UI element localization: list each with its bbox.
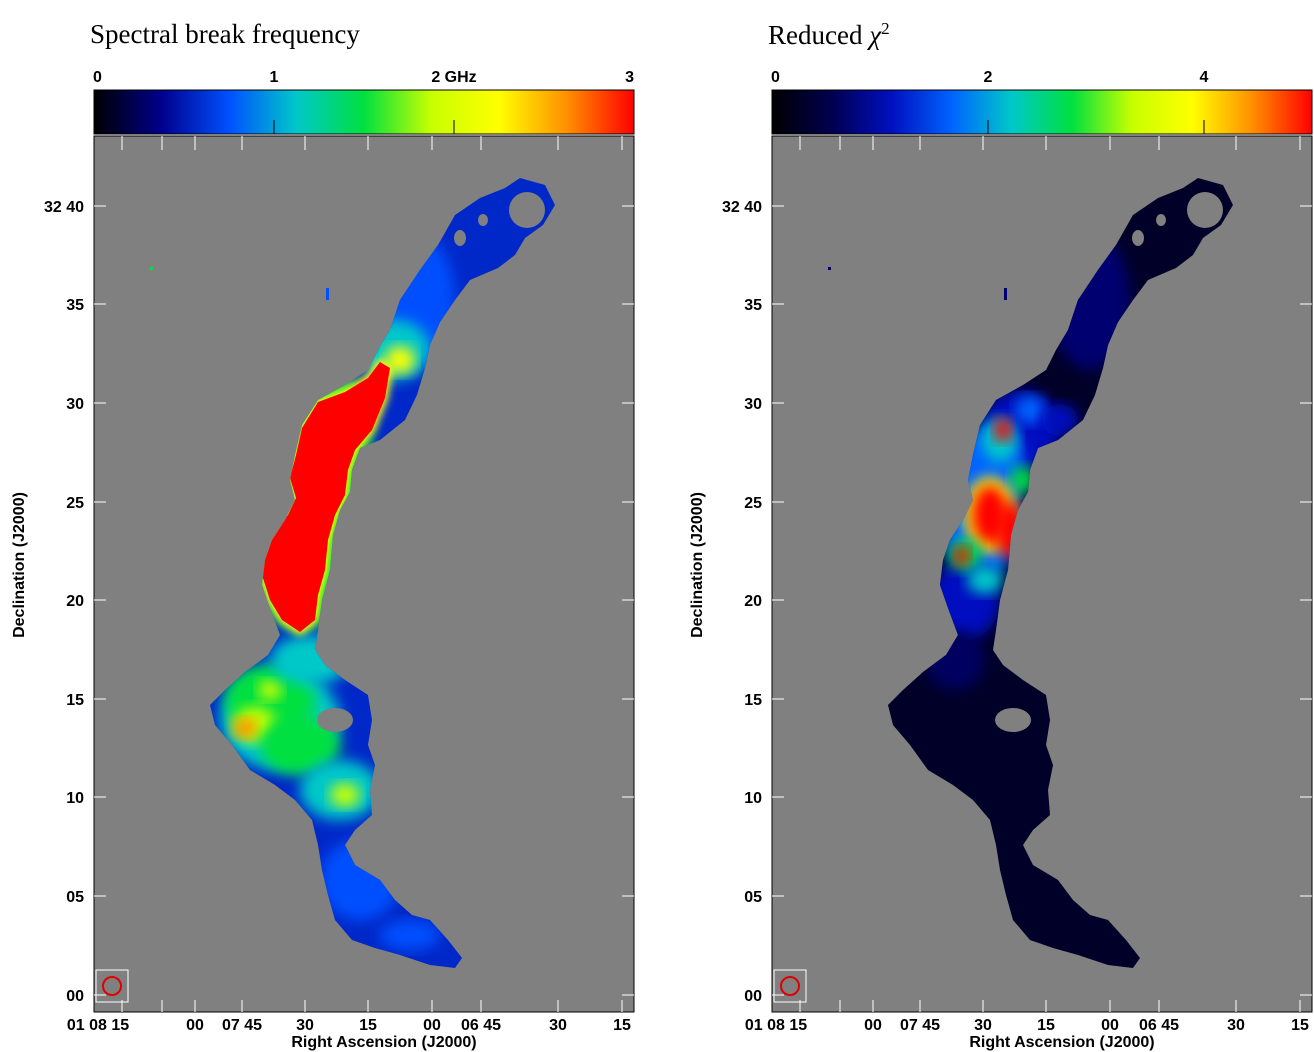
colorbar-tick-label: 1 xyxy=(270,69,279,86)
beam-ellipse xyxy=(102,976,122,996)
y-tick-label: 25 xyxy=(744,495,762,512)
beam-box xyxy=(773,969,807,1003)
x-tick-label: 01 08 15 xyxy=(745,1017,807,1034)
y-tick-label: 32 40 xyxy=(44,199,84,216)
chi-symbol: χ2 xyxy=(869,19,890,50)
y-tick-label: 05 xyxy=(744,889,762,906)
map-panel-right xyxy=(771,135,1313,1013)
colorbar-left: 0 1 2 GHz 3 xyxy=(93,69,635,135)
beam-box xyxy=(95,969,129,1003)
colorbar-tick-label: 0 xyxy=(93,69,102,86)
y-tick-label: 05 xyxy=(66,889,84,906)
x-tick-label: 00 xyxy=(423,1017,441,1034)
masked-hole xyxy=(454,230,466,246)
masked-hole xyxy=(1187,192,1223,228)
y-tick-label: 35 xyxy=(66,297,84,314)
masked-hole xyxy=(370,831,394,859)
xlabel-right: Right Ascension (J2000) xyxy=(969,1034,1154,1051)
y-tick-label: 30 xyxy=(66,396,84,413)
x-tick-label: 07 45 xyxy=(222,1017,262,1034)
masked-hole xyxy=(509,192,545,228)
masked-hole xyxy=(1132,230,1144,246)
y-tick-label: 20 xyxy=(744,593,762,610)
x-tick-label: 30 xyxy=(974,1017,992,1034)
colorbar-tick-label: 0 xyxy=(771,69,780,86)
y-tick-label: 35 xyxy=(744,297,762,314)
y-tick-label: 20 xyxy=(66,593,84,610)
y-tick-label: 10 xyxy=(66,790,84,807)
beam-ellipse xyxy=(780,976,800,996)
x-tick-label: 01 08 15 xyxy=(67,1017,129,1034)
masked-hole xyxy=(995,708,1031,732)
panel-title-right-text: Reduced xyxy=(768,20,863,50)
panel-title-right: Reduced χ2 xyxy=(768,19,890,51)
y-tick-label: 00 xyxy=(66,988,84,1005)
x-tick-label: 30 xyxy=(549,1017,567,1034)
ylabel-left: Declination (J2000) xyxy=(11,492,28,638)
x-tick-label: 15 xyxy=(1037,1017,1055,1034)
x-tick-label: 15 xyxy=(613,1017,631,1034)
high-break-region xyxy=(262,362,390,632)
colorbar-tick-label: 2 xyxy=(984,69,993,86)
y-tick-label: 00 xyxy=(744,988,762,1005)
colorbar-tick-label: 4 xyxy=(1200,69,1209,86)
x-tick-label: 00 xyxy=(1101,1017,1119,1034)
x-tick-label: 00 xyxy=(186,1017,204,1034)
y-tick-label: 10 xyxy=(744,790,762,807)
panel-title-left: Spectral break frequency xyxy=(90,19,360,49)
ylabel-right: Declination (J2000) xyxy=(689,492,706,638)
colorbar-tick-label: 3 xyxy=(625,69,634,86)
y-tick-label: 32 40 xyxy=(722,199,762,216)
masked-hole xyxy=(1048,831,1072,859)
map-panel-left xyxy=(93,135,635,1013)
x-tick-label: 30 xyxy=(1227,1017,1245,1034)
source-emission-right xyxy=(888,178,1233,968)
x-tick-label: 15 xyxy=(359,1017,377,1034)
x-tick-label: 07 45 xyxy=(900,1017,940,1034)
x-tick-label: 15 xyxy=(1291,1017,1309,1034)
x-tick-label: 00 xyxy=(864,1017,882,1034)
y-tick-label: 15 xyxy=(744,692,762,709)
x-tick-label: 30 xyxy=(296,1017,314,1034)
masked-hole xyxy=(1156,214,1166,226)
xlabel-left: Right Ascension (J2000) xyxy=(291,1034,476,1051)
y-tick-label: 25 xyxy=(66,495,84,512)
masked-hole xyxy=(317,708,353,732)
x-tick-label: 06 45 xyxy=(461,1017,501,1034)
x-tick-label: 06 45 xyxy=(1139,1017,1179,1034)
y-tick-label: 30 xyxy=(744,396,762,413)
y-tick-label: 15 xyxy=(66,692,84,709)
masked-hole xyxy=(478,214,488,226)
colorbar-right: 0 2 4 xyxy=(771,69,1313,135)
colorbar-tick-label: 2 GHz xyxy=(431,69,476,86)
